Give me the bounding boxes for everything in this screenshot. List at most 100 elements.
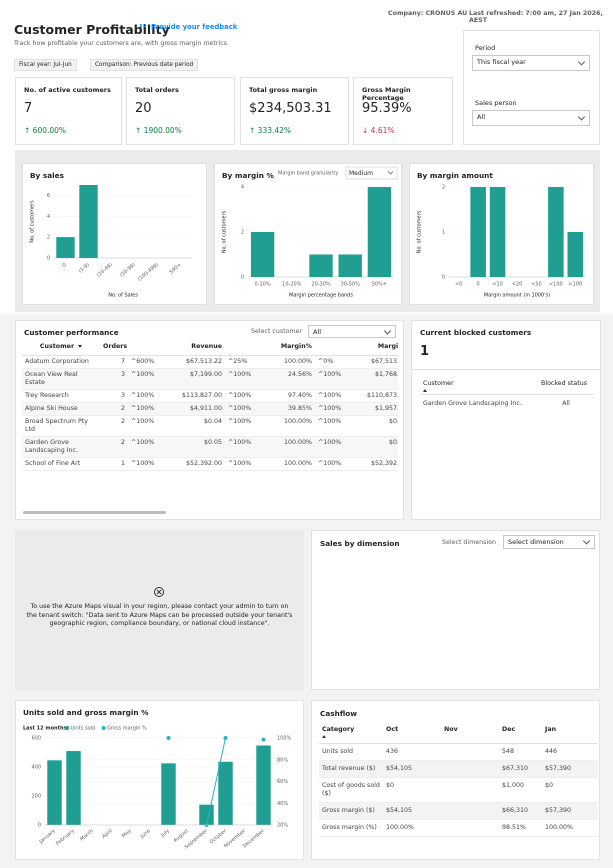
customer-dropdown[interactable]: All (308, 325, 396, 338)
table-cell: 98.51% (502, 824, 527, 831)
table-cell: ^100% (228, 371, 252, 378)
table-cell: 3 (120, 392, 125, 399)
column-header: Customer (22, 341, 100, 356)
table-cell: $113,827.00 (181, 392, 222, 399)
kpi-label: Total gross margin (249, 86, 318, 94)
table-cell (441, 820, 499, 837)
line-point (261, 737, 266, 742)
bar (367, 187, 392, 277)
y-tick-label: 0 (241, 275, 244, 281)
column-header-text: Customer (423, 380, 454, 387)
customer-performance-card: Customer performance Select customer All Cu… (15, 320, 404, 520)
filter-panel: Period This fiscal year Sales person All (463, 30, 600, 145)
page-subtitle: Track how profitable your customers are,… (14, 40, 229, 47)
table-cell: $67,513.22 (185, 358, 222, 365)
kpi-change: ↓ 4.61% (362, 126, 395, 135)
divider (412, 369, 600, 370)
x-tick-label: 20-30% (311, 282, 331, 288)
column-header: Oct (383, 723, 441, 744)
dimension-dropdown[interactable]: Select dimension (503, 535, 595, 549)
table-cell: $0.05 (388, 439, 398, 446)
chart-title: By margin amount (417, 171, 493, 180)
x-tick-label: <100 (549, 282, 563, 288)
column-header-text: Blocked status (541, 380, 588, 387)
table-cell: $1,957.00 (374, 405, 398, 412)
bar (256, 745, 271, 825)
line-point (166, 736, 171, 740)
bar (548, 187, 564, 277)
chart-card (15, 700, 304, 860)
kpi-card: No. of active customers 7 ↑ 600.00% (15, 77, 122, 145)
fiscal-year-chip: Fiscal year: Jul-Jun (14, 59, 77, 71)
table-cell (441, 803, 499, 820)
table-cell: Cost of goods sold ($) (322, 782, 380, 797)
dropdown-value: All (313, 328, 322, 336)
column-header-text: Margin$ (377, 343, 398, 350)
company: Company: CRONUS AU (388, 10, 468, 17)
table-cell: School of Fine Art (25, 460, 81, 467)
table-cell: $110,873.00 (366, 392, 398, 399)
y-tick-label: 1 (442, 230, 445, 236)
y-axis-title: No. of customers (417, 210, 423, 253)
bar (470, 187, 486, 277)
x-tick-label: April (101, 828, 114, 840)
period-dropdown[interactable]: This fiscal year (472, 55, 590, 71)
table-cell: $1,768.00 (374, 371, 398, 378)
cashflow-card: Cashflow Category Oct Nov Dec Jan Units sold 43… (311, 700, 600, 860)
scrollbar[interactable] (23, 511, 166, 514)
table-cell: $0.05 (203, 439, 222, 446)
table-row: Total revenue ($) $54,105 $67,310 $57,390 (319, 760, 598, 778)
card-title: Sales by dimension (320, 539, 400, 548)
dropdown-value: All (477, 113, 486, 121)
y-tick-label: 600 (31, 736, 41, 742)
column-header: Orders (100, 341, 128, 356)
legend-label: Units sold (71, 726, 96, 732)
x-tick-label: <0 (455, 282, 462, 288)
table-cell: ^100% (318, 392, 342, 399)
feedback-icon (140, 24, 146, 30)
column-header-text: Margin% (280, 343, 312, 350)
salesperson-dropdown[interactable]: All (472, 110, 590, 126)
x-tick-label: <50 (531, 282, 542, 288)
kpi-card: Total gross margin $234,503.31 ↑ 333.42% (240, 77, 349, 145)
table-cell: ^100% (318, 405, 342, 412)
kpi-change: ↑ 1900.00% (135, 126, 182, 135)
select-label: Select customer (251, 328, 303, 335)
table-cell: $0.04 (203, 418, 222, 425)
legend-label: Gross margin % (107, 726, 147, 732)
column-header: Jan (542, 723, 598, 744)
table-cell: ^100% (318, 460, 342, 467)
granularity-dropdown[interactable]: Medium (345, 166, 398, 180)
table-cell: $0 (386, 782, 395, 789)
card-title: Customer performance (24, 328, 119, 337)
chart-title: By margin % (222, 171, 274, 180)
bar (250, 232, 275, 277)
column-header: Category (319, 723, 383, 744)
bar (47, 760, 62, 825)
kpi-label: No. of active customers (24, 86, 111, 94)
table-cell: ^100% (318, 371, 342, 378)
table-cell: ^100% (228, 439, 252, 446)
y-tick-label: 0 (38, 823, 41, 829)
bar (161, 763, 176, 825)
legend-marker (101, 726, 106, 730)
column-header: Dec (499, 723, 542, 744)
table-cell: $0 (545, 782, 554, 789)
bar (56, 237, 75, 258)
kpi-value: 20 (135, 101, 152, 116)
card-title: Current blocked customers (420, 328, 532, 337)
x-tick-label: >100 (568, 282, 582, 288)
table-cell: Broad Spectrum Pty Ltd (25, 418, 88, 433)
y-tick-label: 200 (31, 794, 41, 800)
x-tick-label: 10-20% (282, 282, 302, 288)
table-cell: $54,105 (386, 807, 413, 814)
feedback-link[interactable]: Provide your feedback (151, 23, 238, 31)
bar (489, 187, 506, 277)
table-row: Trey Research 3 ^100% $113,827.00 ^100% 97.40… (22, 390, 398, 403)
y-tick-label: 40% (277, 801, 288, 807)
chart-title: By sales (30, 171, 64, 180)
y-tick-label: 2 (241, 230, 244, 236)
table-cell: $57,390 (545, 807, 572, 814)
table-cell: Garden Grove Landscaping Inc. (423, 400, 522, 407)
table-cell: Trey Research (25, 392, 69, 399)
